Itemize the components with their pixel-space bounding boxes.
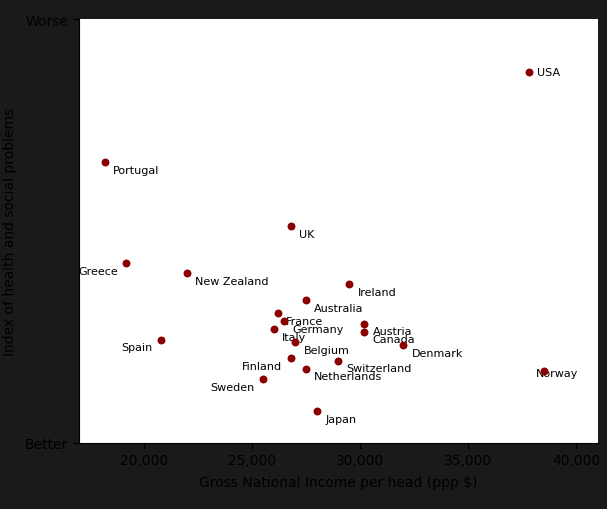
Text: Belgium: Belgium <box>304 345 350 355</box>
Text: Switzerland: Switzerland <box>347 364 412 374</box>
Point <box>312 407 322 415</box>
Text: Italy: Italy <box>282 332 306 342</box>
Text: Ireland: Ireland <box>358 287 396 297</box>
Text: Norway: Norway <box>535 369 578 379</box>
Point <box>286 222 296 231</box>
Point <box>269 325 279 333</box>
Text: Japan: Japan <box>325 414 356 424</box>
Point <box>301 296 311 304</box>
Point <box>359 328 369 336</box>
Text: Germany: Germany <box>293 324 344 334</box>
Text: Portugal: Portugal <box>113 166 160 176</box>
Text: Denmark: Denmark <box>412 348 463 358</box>
Point <box>182 270 192 278</box>
Text: Sweden: Sweden <box>210 382 254 392</box>
Point <box>156 336 166 344</box>
Point <box>301 365 311 373</box>
X-axis label: Gross National Income per head (ppp $): Gross National Income per head (ppp $) <box>199 475 478 490</box>
Text: USA: USA <box>537 68 560 78</box>
Point <box>273 309 283 318</box>
Text: New Zealand: New Zealand <box>195 276 269 287</box>
Text: Greece: Greece <box>78 266 118 276</box>
Text: Canada: Canada <box>373 335 415 345</box>
Point <box>398 341 408 349</box>
Point <box>121 259 131 267</box>
Text: Netherlands: Netherlands <box>314 372 382 382</box>
Point <box>334 357 344 365</box>
Point <box>539 367 549 376</box>
Text: Spain: Spain <box>121 343 153 353</box>
Point <box>279 317 289 325</box>
Point <box>290 338 300 347</box>
Y-axis label: Index of health and social problems: Index of health and social problems <box>3 108 17 355</box>
Text: France: France <box>286 316 324 326</box>
Text: Finland: Finland <box>242 361 282 371</box>
Point <box>100 159 110 167</box>
Point <box>524 69 534 77</box>
Text: UK: UK <box>299 229 314 239</box>
Point <box>344 280 354 289</box>
Text: Australia: Australia <box>314 303 364 313</box>
Point <box>258 375 268 384</box>
Text: Austria: Austria <box>373 327 412 337</box>
Point <box>286 354 296 362</box>
Point <box>359 320 369 328</box>
